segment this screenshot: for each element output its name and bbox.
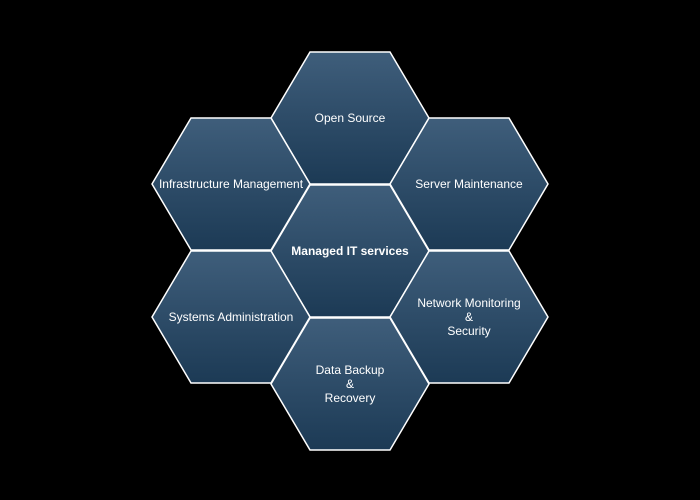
hex-label-line: Recovery — [325, 391, 376, 405]
hex-label-server-maintenance: Server Maintenance — [415, 177, 523, 191]
hex-label-line: Server Maintenance — [415, 177, 523, 191]
hex-server-maintenance[interactable]: Server Maintenance — [389, 117, 549, 251]
hex-label-line: & — [465, 310, 473, 324]
hex-systems-administration[interactable]: Systems Administration — [151, 250, 311, 384]
hex-label-line: Data Backup — [316, 363, 385, 377]
hex-label-network-monitoring-security: Network Monitoring & Security — [417, 296, 520, 338]
hex-label-managed-it-services: Managed IT services — [291, 244, 409, 258]
hex-label-systems-administration: Systems Administration — [169, 310, 294, 324]
hexagon-shape — [270, 317, 430, 451]
hex-network-monitoring-security[interactable]: Network Monitoring & Security — [389, 250, 549, 384]
hex-label-infrastructure-management: Infrastructure Management — [159, 177, 304, 191]
hex-label-line: Managed IT services — [291, 244, 409, 258]
hex-label-line: Infrastructure Management — [159, 177, 304, 191]
hex-label-line: & — [346, 377, 354, 391]
hex-label-open-source: Open Source — [315, 111, 386, 125]
hex-label-data-backup-recovery: Data Backup & Recovery — [316, 363, 385, 405]
hexagon-shape — [389, 250, 549, 384]
hex-label-line: Security — [447, 324, 490, 338]
hex-managed-it-services[interactable]: Managed IT services — [270, 184, 430, 318]
hex-label-line: Network Monitoring — [417, 296, 520, 310]
hex-label-line: Systems Administration — [169, 310, 294, 324]
hex-data-backup-recovery[interactable]: Data Backup & Recovery — [270, 317, 430, 451]
hex-label-line: Open Source — [315, 111, 386, 125]
hexagon-shape — [389, 117, 549, 251]
